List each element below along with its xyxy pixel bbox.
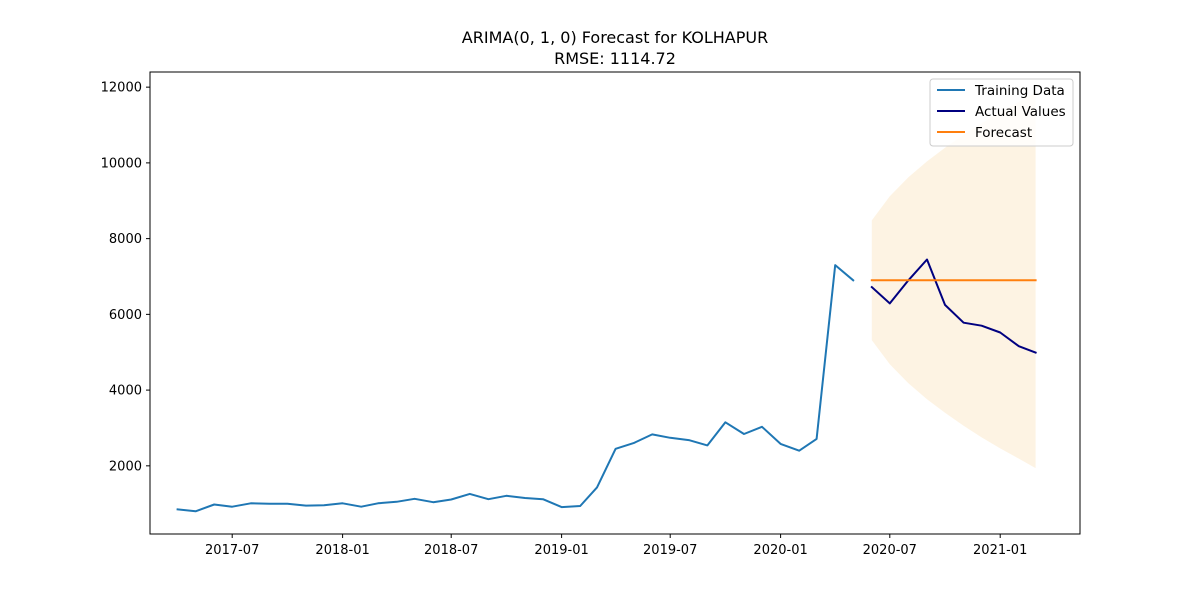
y-tick-label: 10000 — [101, 156, 142, 171]
legend-label-training: Training Data — [974, 83, 1065, 99]
x-tick-label: 2020-07 — [863, 543, 917, 558]
legend-label-actual: Actual Values — [975, 104, 1066, 120]
plot-frame — [149, 71, 1081, 535]
x-tick-label: 2021-01 — [973, 543, 1027, 558]
x-axis: 2017-07 2018-01 2018-07 2019-01 2019-07 2020-… — [205, 534, 1027, 558]
y-tick-label: 12000 — [101, 81, 142, 96]
legend: Training Data Actual Values Forecast — [929, 78, 1074, 147]
y-tick-label: 8000 — [109, 232, 142, 247]
x-tick-label: 2018-07 — [424, 543, 478, 558]
series-layer — [176, 258, 1037, 513]
chart-subtitle: RMSE: 1114.72 — [554, 49, 676, 68]
y-tick-label: 6000 — [109, 308, 142, 323]
x-tick-label: 2020-01 — [753, 543, 807, 558]
training-data-line — [176, 264, 855, 513]
y-tick-label: 2000 — [109, 459, 142, 474]
actual-values-line — [870, 258, 1037, 354]
y-axis: 2000 4000 6000 8000 10000 12000 — [101, 81, 150, 474]
legend-box — [929, 78, 1074, 147]
x-tick-label: 2017-07 — [205, 543, 259, 558]
x-tick-label: 2019-01 — [534, 543, 588, 558]
y-tick-label: 4000 — [109, 384, 142, 399]
x-tick-label: 2019-07 — [643, 543, 697, 558]
chart-title: ARIMA(0, 1, 0) Forecast for KOLHAPUR — [462, 28, 768, 47]
legend-label-forecast: Forecast — [975, 125, 1032, 141]
x-tick-label: 2018-01 — [315, 543, 369, 558]
